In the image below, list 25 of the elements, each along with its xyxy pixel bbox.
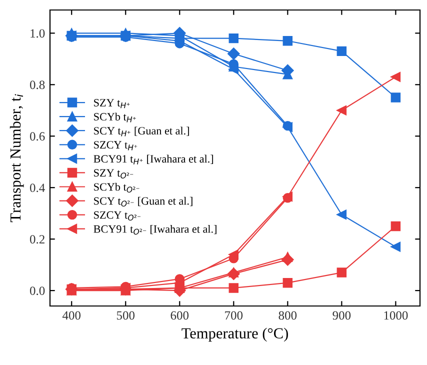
legend-label: SCY t$_{O²⁻}$ [Guan et al.]: [94, 196, 192, 207]
x-tick-label: 500: [116, 311, 135, 320]
y-tick-label: 0.2: [30, 235, 44, 244]
legend-label: BCY91 t$_{H⁺}$ [Iwahara et al.]: [94, 154, 214, 164]
legend-label: SZY t$_{H⁺}$: [94, 98, 130, 108]
y-tick-label: 1.0: [30, 29, 45, 38]
x-axis-title: Temperature (°C): [182, 328, 288, 342]
y-axis-title: Transport Number, t$_{i}$: [10, 94, 24, 222]
x-tick-label: 800: [278, 311, 297, 320]
x-tick-label: 600: [170, 311, 189, 320]
x-tick-label: 1000: [384, 311, 408, 320]
legend-label: SZCY t$_{O²⁻}$: [94, 211, 141, 221]
x-tick-label: 900: [332, 311, 351, 320]
x-tick-label: 700: [225, 311, 243, 320]
y-tick-label: 0.4: [30, 184, 45, 192]
y-tick-label: 0.0: [30, 286, 45, 296]
legend-label: SZY t$_{O²⁻}$: [94, 169, 134, 178]
legend-label: BCY91 t$_{O²⁻}$ [Iwahara et al.]: [94, 224, 216, 235]
legend-label: SZCY t$_{H⁺}$: [94, 141, 138, 150]
legend-label: SCY t$_{H⁺}$ [Guan et al.]: [94, 126, 189, 136]
x-tick-label: 400: [62, 311, 81, 320]
legend-label: SCYb t$_{H⁺}$: [94, 112, 136, 122]
y-tick-label: 0.6: [30, 132, 45, 141]
legend-label: SCYb t$_{O²⁻}$: [94, 182, 140, 192]
y-tick-label: 0.8: [30, 80, 45, 90]
